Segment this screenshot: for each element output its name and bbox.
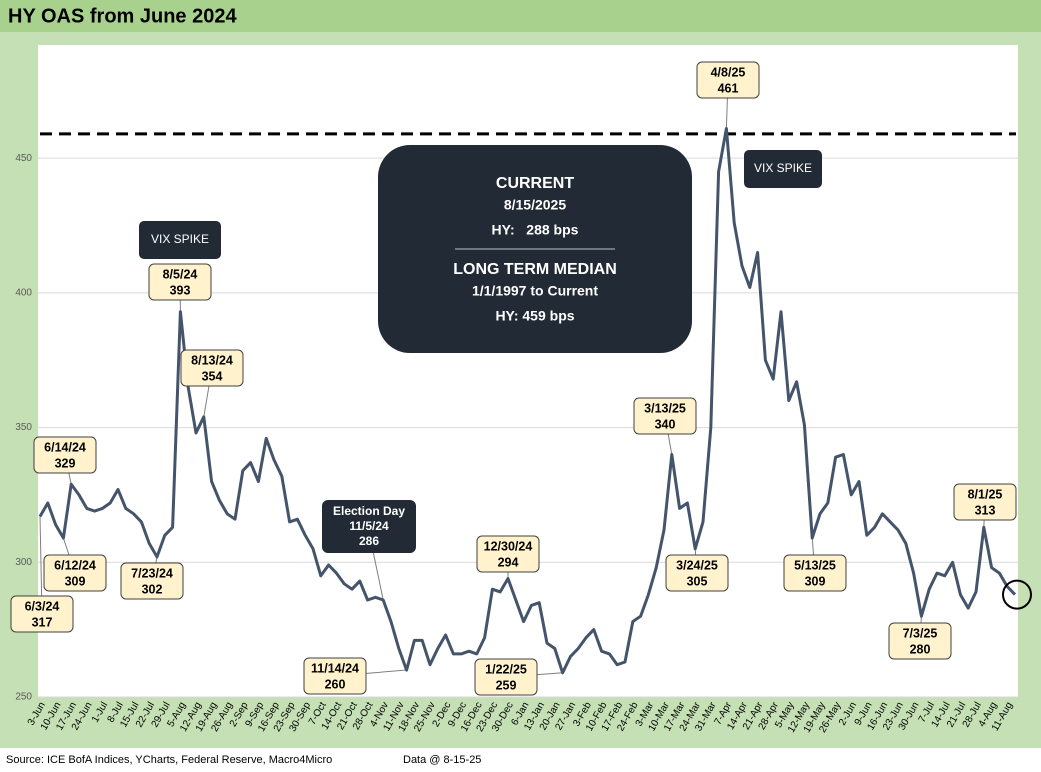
hy-oas-line	[38, 127, 1017, 675]
callout-box	[476, 535, 540, 573]
callout-value: 305	[687, 574, 708, 588]
chart-title: HY OAS from June 2024	[8, 5, 237, 27]
callout-value: 259	[496, 678, 517, 692]
info-text: HY: 288 bps	[492, 222, 579, 238]
callout-box	[665, 554, 729, 592]
callout-date: 4/8/25	[711, 65, 746, 79]
callout-date: 12/30/24	[484, 539, 533, 553]
y-tick-label: 350	[15, 422, 32, 433]
callout-value: 309	[65, 574, 86, 588]
callout-value: 280	[910, 642, 931, 656]
title-bar	[0, 0, 1041, 32]
callout-box	[180, 349, 244, 387]
callout-date: 6/14/24	[44, 440, 86, 454]
info-text: LONG TERM MEDIAN	[453, 261, 617, 278]
callout-value: 393	[170, 283, 191, 297]
vix-label: VIX SPIKE	[754, 161, 812, 175]
callout-value: 309	[805, 574, 826, 588]
callout-box	[474, 658, 538, 696]
y-tick-label: 450	[15, 153, 32, 164]
y-tick-label: 400	[15, 288, 32, 299]
election-value: 286	[359, 534, 379, 548]
callout-value: 340	[655, 417, 676, 431]
callout-date: 5/13/25	[794, 558, 836, 572]
callout-box	[10, 595, 74, 633]
data-note: Data @ 8-15-25	[403, 754, 481, 766]
callout-box	[120, 562, 184, 600]
callout-value: 294	[498, 555, 519, 569]
callout-box	[953, 483, 1017, 521]
callout-date: 1/22/25	[485, 662, 527, 676]
source: Source: ICE BofA Indices, YCharts, Feder…	[6, 754, 332, 766]
callout-date: 3/24/25	[676, 558, 718, 572]
callout-value: 302	[142, 582, 163, 596]
current-marker	[1002, 579, 1032, 610]
marks	[38, 127, 1032, 675]
vix-label: VIX SPIKE	[151, 232, 209, 246]
callout-value: 354	[202, 369, 223, 383]
callout-box	[303, 657, 367, 695]
callout-box	[783, 554, 847, 592]
callout-date: 7/23/24	[131, 566, 173, 580]
callout-date: 6/12/24	[54, 558, 96, 572]
callout-date: 3/13/25	[644, 401, 686, 415]
election-date: 11/5/24	[349, 519, 389, 533]
callout-box	[148, 263, 212, 301]
callout-value: 260	[325, 677, 346, 691]
info-text: CURRENT	[496, 175, 574, 192]
callout-box	[43, 554, 107, 592]
election-title: Election Day	[333, 504, 405, 518]
callout-box	[33, 436, 97, 474]
callout-date: 6/3/24	[25, 599, 60, 613]
callout-value: 317	[32, 615, 53, 629]
y-tick-label: 250	[15, 692, 32, 703]
y-tick-label: 300	[15, 557, 32, 568]
vix-box	[744, 150, 822, 188]
callout-date: 11/14/24	[311, 661, 359, 675]
callout-value: 313	[975, 503, 996, 517]
callout-value: 461	[718, 81, 739, 95]
callout-date: 8/5/24	[163, 267, 198, 281]
annotations: 6/3/24 317 6/12/24 309 6/14/24 329 7/23/24 302 8…	[10, 61, 1017, 696]
callout-date: 8/13/24	[191, 353, 233, 367]
info-text: 8/15/2025	[504, 197, 566, 213]
callout-value: 329	[55, 456, 76, 470]
info-text: 1/1/1997 to Current	[472, 283, 598, 299]
election-box	[322, 500, 416, 553]
callout-date: 8/1/25	[968, 487, 1003, 501]
callout-box	[888, 622, 952, 660]
callout-date: 7/3/25	[903, 626, 938, 640]
footer	[0, 748, 1041, 772]
callout-box	[696, 61, 760, 99]
callout-box	[633, 397, 697, 435]
info-text: HY: 459 bps	[495, 308, 574, 324]
vix-box	[139, 221, 221, 259]
